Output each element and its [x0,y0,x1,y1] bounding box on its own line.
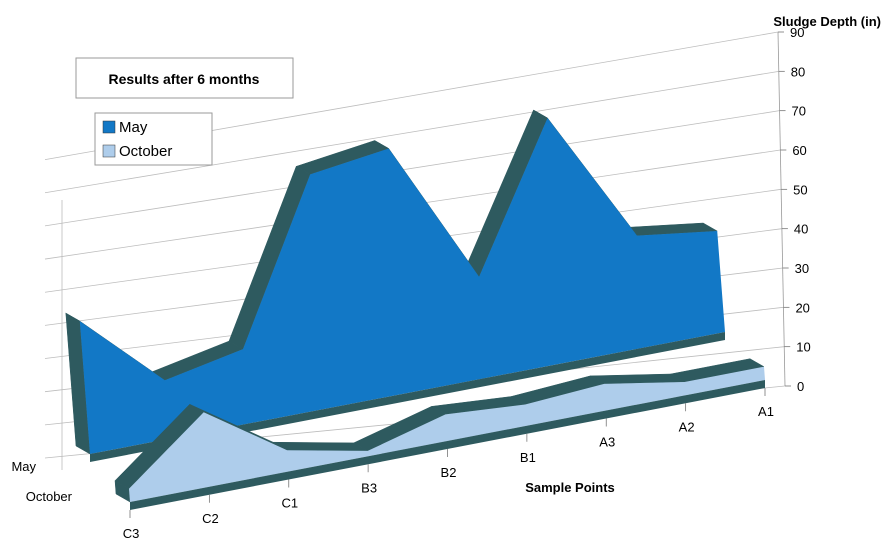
series-may-area [79,118,726,454]
y-tick-label: 30 [795,261,809,276]
series-layer [65,109,765,510]
series-october-area [129,366,765,502]
legend: May October [94,112,213,166]
legend-swatch-may [102,120,116,134]
series-may-base [90,332,725,462]
y-axis-title: Sludge Depth (in) [773,14,881,29]
x-tick-label: A3 [599,435,615,450]
x-tick-label: C3 [123,526,140,538]
x-tick-label: A2 [679,419,695,434]
x-tick-label: B3 [361,480,377,495]
x-tick-label: C2 [202,511,219,526]
legend-swatch-october [102,144,116,158]
series-october-base [130,380,765,510]
chart-walls [61,31,786,470]
depth-label-october: October [26,489,73,504]
series-october-edge [272,441,369,452]
y-tick-label: 70 [792,104,806,119]
chart-title-box: Results after 6 months [75,57,294,99]
y-tick-label: 60 [792,143,806,158]
y-tick-label: 20 [795,300,809,315]
y-tick-label: 0 [797,379,804,394]
axis-layer: 0 10 20 30 40 50 60 70 80 90 C3 C2 C1 B3 B2 B1 A3 A2 A1 May… [11,25,810,538]
y-tick-label: 90 [790,25,804,40]
y-tick-label: 80 [791,64,805,79]
depth-label-may: May [11,459,36,474]
x-axis-title: Sample Points [525,480,615,495]
x-tick-label: B2 [441,465,457,480]
chart-title: Results after 6 months [109,71,260,87]
y-tick-label: 50 [793,182,807,197]
x-tick-label: C1 [281,496,298,511]
y-tick-label: 40 [794,222,808,237]
x-tick-label: A1 [758,404,774,419]
right-wall-edge [777,31,786,387]
legend-label-october: October [119,143,172,160]
x-tick-label: B1 [520,450,536,465]
gridline-y [44,70,779,194]
legend-label-may: May [119,119,148,136]
gridline-y [44,110,780,227]
series-may-endcap [65,312,91,455]
y-tick-label: 10 [796,340,810,355]
